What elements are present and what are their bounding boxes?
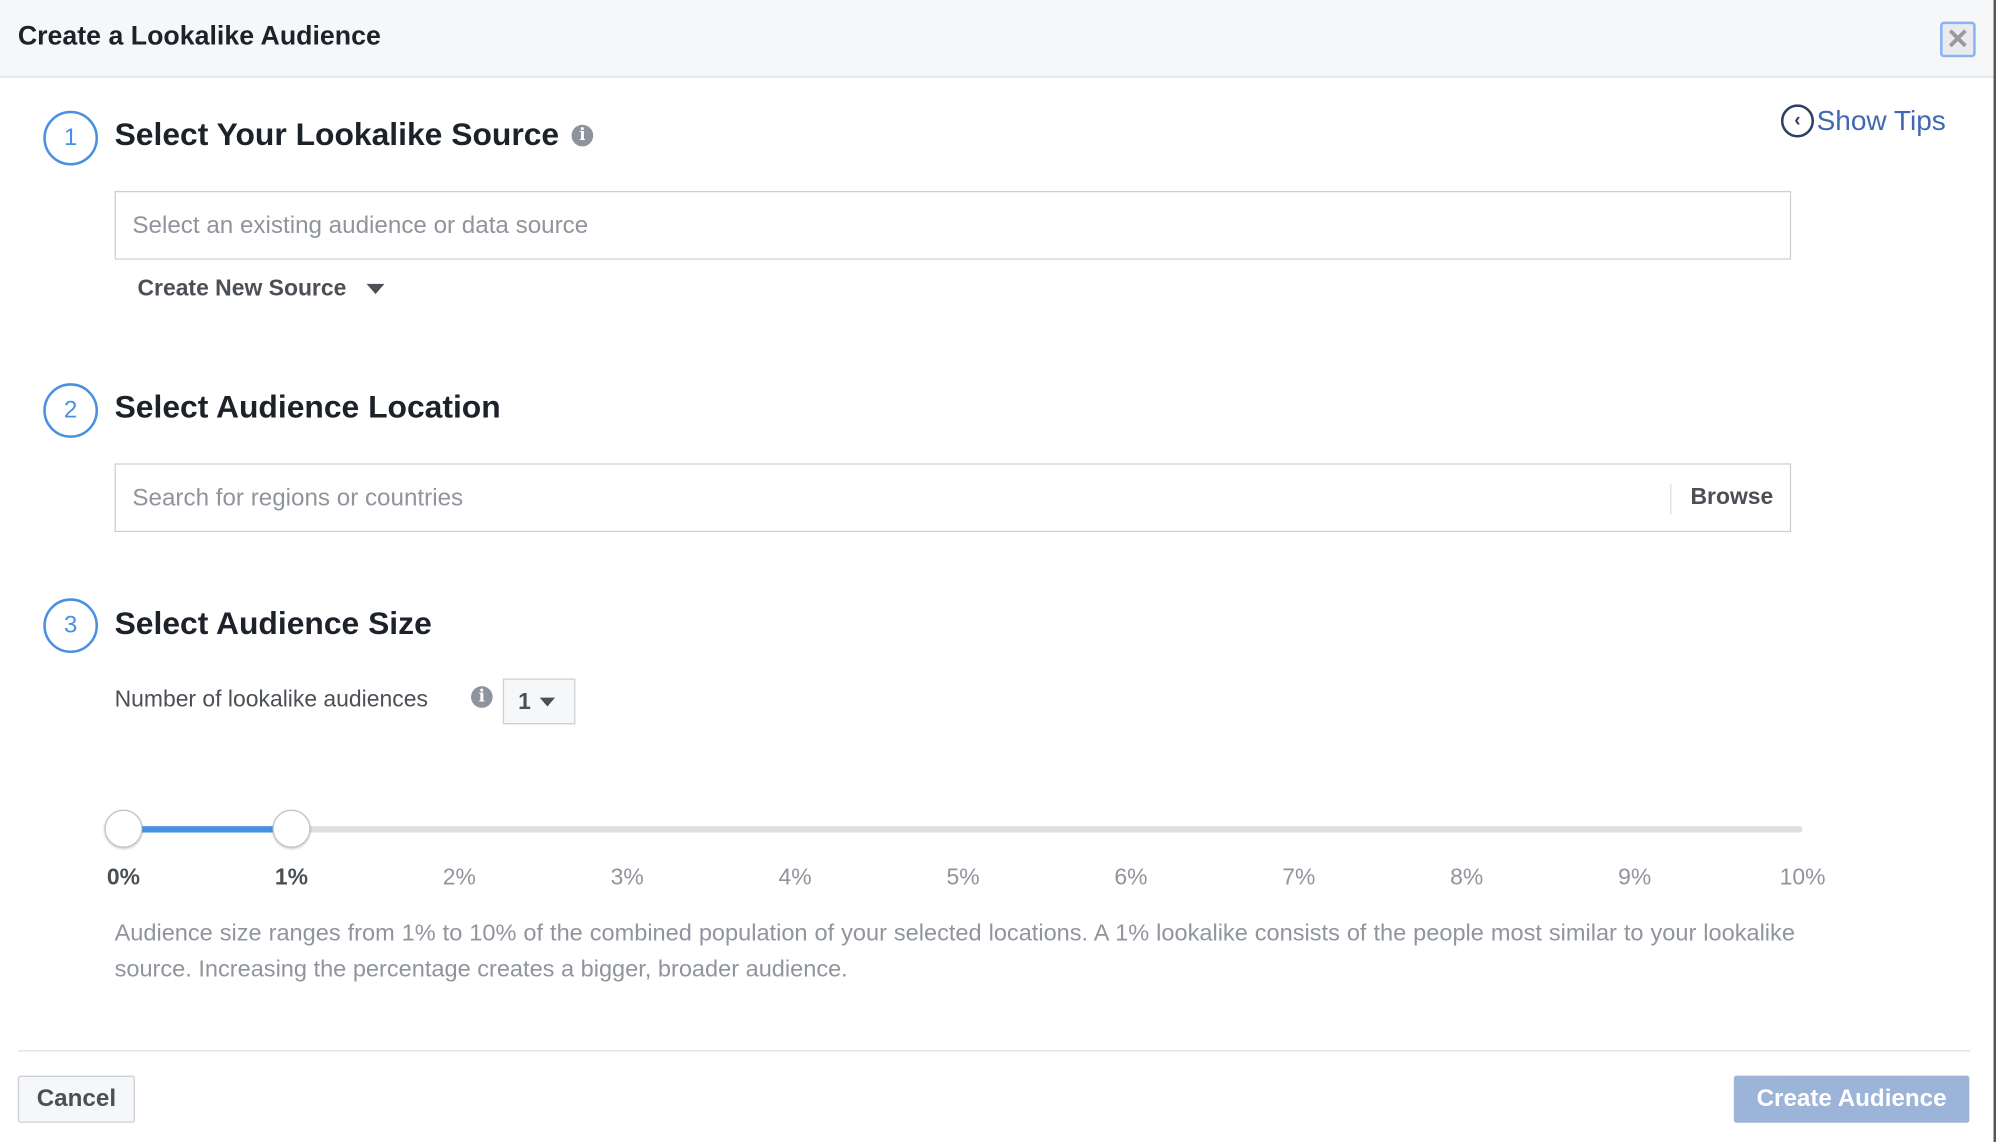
show-tips-link[interactable]: ‹ Show Tips bbox=[1780, 104, 1946, 138]
audience-size-slider-fill bbox=[123, 826, 292, 833]
step-2-title: Select Audience Location bbox=[114, 389, 501, 426]
slider-tick-label: 2% bbox=[442, 864, 476, 890]
create-audience-button[interactable]: Create Audience bbox=[1733, 1075, 1970, 1123]
info-icon[interactable]: i bbox=[571, 124, 594, 147]
location-input-placeholder: Search for regions or countries bbox=[132, 485, 464, 512]
slider-tick-label: 5% bbox=[946, 864, 980, 890]
slider-tick-label: 10% bbox=[1779, 864, 1826, 890]
step-number-3: 3 bbox=[43, 598, 99, 654]
step-number-1: 1 bbox=[43, 110, 99, 166]
audience-size-description: Audience size ranges from 1% to 10% of t… bbox=[114, 919, 1795, 982]
slider-tick-label: 3% bbox=[610, 864, 644, 890]
step-number-2: 2 bbox=[43, 383, 99, 438]
caret-down-icon bbox=[366, 283, 385, 294]
source-input[interactable]: Select an existing audience or data sour… bbox=[114, 190, 1792, 260]
lookalike-count-value: 1 bbox=[518, 688, 531, 714]
create-new-source-dropdown[interactable]: Create New Source bbox=[137, 274, 385, 302]
audience-size-slider-track[interactable] bbox=[123, 826, 1803, 833]
divider bbox=[1670, 483, 1672, 515]
slider-tick-label: 7% bbox=[1282, 864, 1316, 890]
dialog-header: Create a Lookalike Audience ✕ bbox=[0, 0, 1994, 78]
close-icon[interactable]: ✕ bbox=[1940, 21, 1976, 58]
source-input-placeholder: Select an existing audience or data sour… bbox=[132, 212, 589, 240]
create-new-source-label: Create New Source bbox=[137, 274, 347, 301]
slider-tick-label: 9% bbox=[1618, 864, 1652, 890]
step-3-title: Select Audience Size bbox=[114, 605, 432, 642]
lookalike-count-select[interactable]: 1 bbox=[502, 678, 576, 725]
show-tips-label: Show Tips bbox=[1816, 104, 1946, 137]
info-icon[interactable]: i bbox=[471, 686, 493, 708]
slider-handle-start[interactable] bbox=[104, 809, 143, 848]
cancel-button[interactable]: Cancel bbox=[17, 1075, 135, 1123]
slider-handle-end[interactable] bbox=[272, 809, 311, 848]
chevron-left-circle-icon: ‹ bbox=[1780, 104, 1815, 138]
browse-button[interactable]: Browse bbox=[1690, 483, 1774, 510]
dialog-title: Create a Lookalike Audience bbox=[17, 21, 381, 51]
slider-tick-label: 4% bbox=[778, 864, 812, 890]
slider-tick-label: 0% bbox=[106, 864, 141, 890]
slider-tick-label: 6% bbox=[1114, 864, 1148, 890]
caret-down-icon bbox=[539, 696, 556, 706]
location-search-input[interactable]: Search for regions or countries Browse bbox=[114, 463, 1792, 533]
slider-tick-label: 8% bbox=[1450, 864, 1484, 890]
slider-tick-label: 1% bbox=[274, 864, 308, 890]
footer-divider bbox=[17, 1050, 1971, 1052]
step-1-title: Select Your Lookalike Source bbox=[114, 117, 560, 153]
lookalike-count-label: Number of lookalike audiences bbox=[114, 686, 428, 712]
